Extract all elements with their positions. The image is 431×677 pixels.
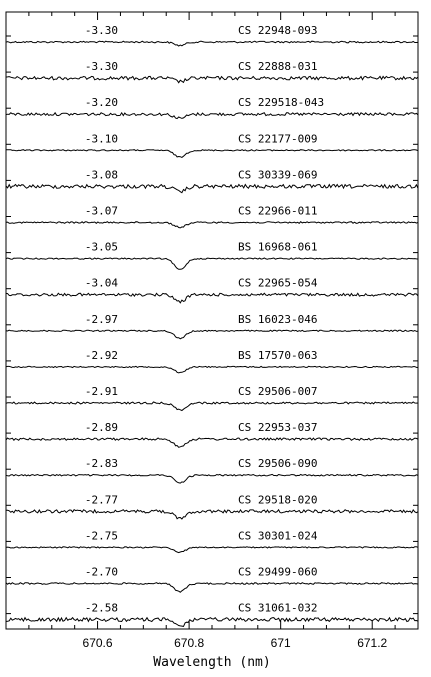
metallicity-label: -2.58: [85, 602, 118, 615]
metallicity-label: -3.04: [85, 277, 118, 290]
x-tick-label: 670.8: [174, 636, 204, 650]
star-name-label: CS 31061-032: [238, 602, 317, 615]
metallicity-label: -3.05: [85, 241, 118, 254]
spectrum-line: [5, 40, 419, 47]
spectrum-line: [5, 616, 419, 627]
metallicity-label: -2.77: [85, 493, 118, 506]
star-name-label: CS 22953-037: [238, 421, 317, 434]
star-name-label: BS 16023-046: [238, 313, 317, 326]
major-ticks: [5, 12, 373, 629]
star-name-label: CS 30339-069: [238, 168, 317, 181]
x-tick-label: 671: [271, 636, 291, 650]
spectrum-line: [5, 582, 419, 593]
x-tick-label: 671.2: [357, 636, 387, 650]
metallicity-label: -3.30: [85, 60, 118, 73]
spectrum-line: [5, 329, 419, 340]
star-name-label: CS 22965-054: [238, 277, 318, 290]
x-tick-label: 670.6: [83, 636, 113, 650]
spectra-group: [5, 40, 419, 627]
spectrum-line: [5, 292, 419, 304]
metallicity-label: -2.91: [85, 385, 118, 398]
metallicity-label: -3.07: [85, 205, 118, 218]
star-name-label: CS 29506-090: [238, 457, 317, 470]
metallicity-label: -2.89: [85, 421, 118, 434]
metallicity-label: -2.75: [85, 529, 118, 542]
star-name-label: CS 30301-024: [238, 529, 318, 542]
star-name-label: CS 22888-031: [238, 60, 317, 73]
spectrum-line: [5, 401, 419, 412]
star-name-label: CS 22177-009: [238, 132, 317, 145]
metallicity-label: -3.30: [85, 24, 118, 37]
minor-ticks: [6, 12, 419, 629]
x-tick-labels: 670.6 670.8 671 671.2: [83, 636, 388, 650]
spectrum-line: [5, 365, 419, 374]
star-name-label: CS 29506-007: [238, 385, 317, 398]
metallicity-label: -2.83: [85, 457, 118, 470]
metallicity-label: -3.20: [85, 96, 118, 109]
spectrum-line: [5, 473, 419, 484]
star-name-label: CS 229518-043: [238, 96, 324, 109]
metallicity-label: -2.97: [85, 313, 118, 326]
spectrum-labels: -3.30 CS 22948-093 -3.30 CS 22888-031 -3.20 C…: [85, 24, 324, 615]
spectrum-line: [5, 75, 419, 84]
star-name-label: CS 29499-060: [238, 566, 317, 579]
spectrum-line: [6, 149, 419, 158]
spectrum-line: [5, 546, 419, 554]
metallicity-label: -3.08: [85, 168, 118, 181]
plot-frame: [5, 11, 419, 630]
spectrum-line: [5, 437, 419, 448]
star-name-label: CS 22966-011: [238, 205, 317, 218]
spectrum-line: [5, 183, 419, 194]
star-name-label: BS 16968-061: [238, 241, 317, 254]
star-name-label: CS 29518-020: [238, 493, 317, 506]
spectrum-line: [5, 111, 419, 120]
metallicity-label: -2.70: [85, 566, 118, 579]
spectrum-line: [5, 257, 419, 270]
spectrum-line: [5, 221, 419, 229]
star-name-label: BS 17570-063: [238, 349, 317, 362]
metallicity-label: -2.92: [85, 349, 118, 362]
x-axis-label: Wavelength (nm): [153, 655, 270, 670]
spectrum-line: [5, 508, 419, 520]
metallicity-label: -3.10: [85, 132, 118, 145]
star-name-label: CS 22948-093: [238, 24, 317, 37]
